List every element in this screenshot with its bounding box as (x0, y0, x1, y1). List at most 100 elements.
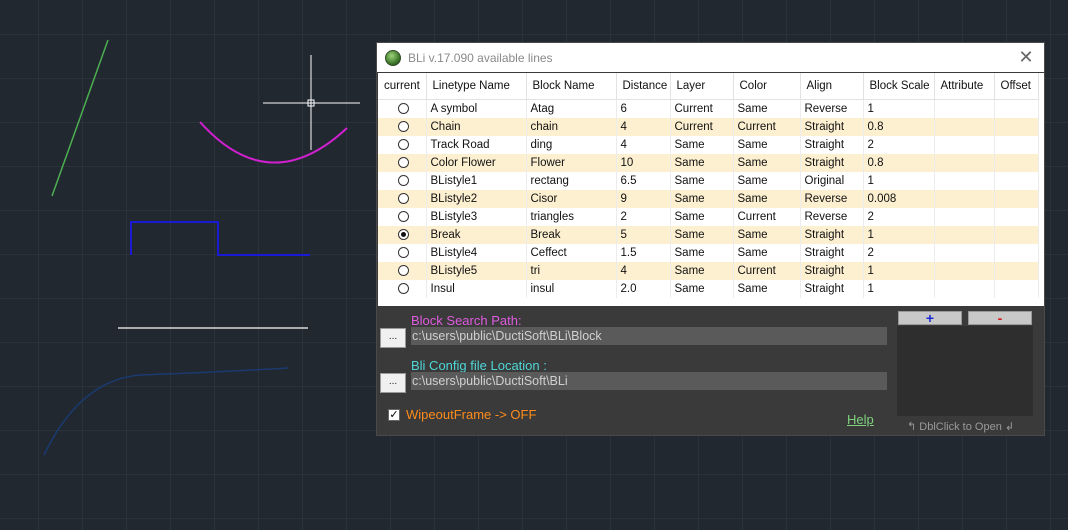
table-row[interactable]: BListyle3 triangles 2 Same Current Reverse 2 (378, 208, 1039, 226)
offset-cell[interactable] (994, 118, 1039, 136)
attribute-cell[interactable] (934, 190, 995, 208)
layer-cell[interactable]: Same (670, 280, 734, 298)
table-row[interactable]: A symbol Atag 6 Current Same Reverse 1 (378, 99, 1039, 118)
block-name-cell[interactable]: Cisor (526, 190, 617, 208)
offset-cell[interactable] (994, 280, 1039, 298)
block-path-browse-button[interactable]: ... (380, 328, 406, 348)
offset-cell[interactable] (994, 208, 1039, 226)
linetype-name-cell[interactable]: BListyle5 (426, 262, 527, 280)
distance-cell[interactable]: 1.5 (616, 244, 671, 262)
current-radio[interactable] (398, 229, 410, 241)
help-link[interactable]: Help (847, 412, 874, 427)
attribute-cell[interactable] (934, 136, 995, 154)
current-radio[interactable] (398, 193, 410, 205)
block-search-path-field[interactable]: c:\users\public\DuctiSoft\BLi\Block (411, 327, 887, 345)
block-preview-list[interactable] (897, 326, 1033, 416)
offset-cell[interactable] (994, 244, 1039, 262)
current-radio[interactable] (398, 103, 410, 115)
add-button[interactable]: + (898, 311, 962, 325)
distance-cell[interactable]: 6.5 (616, 172, 671, 190)
offset-cell[interactable] (994, 190, 1039, 208)
layer-cell[interactable]: Current (670, 118, 734, 136)
col-header-align[interactable]: Align (800, 73, 864, 100)
current-radio[interactable] (398, 175, 410, 187)
layer-cell[interactable]: Same (670, 136, 734, 154)
layer-cell[interactable]: Same (670, 154, 734, 172)
current-cell[interactable] (378, 136, 427, 154)
align-cell[interactable]: Straight (800, 262, 864, 280)
distance-cell[interactable]: 4 (616, 136, 671, 154)
layer-cell[interactable]: Same (670, 226, 734, 244)
layer-cell[interactable]: Same (670, 262, 734, 280)
distance-cell[interactable]: 10 (616, 154, 671, 172)
distance-cell[interactable]: 5 (616, 226, 671, 244)
table-row[interactable]: Chain chain 4 Current Current Straight 0.8 (378, 118, 1039, 136)
linetype-name-cell[interactable]: BListyle4 (426, 244, 527, 262)
offset-cell[interactable] (994, 136, 1039, 154)
align-cell[interactable]: Original (800, 172, 864, 190)
distance-cell[interactable]: 2 (616, 208, 671, 226)
block-scale-cell[interactable]: 1 (863, 99, 935, 118)
color-cell[interactable]: Same (733, 280, 801, 298)
linetype-name-cell[interactable]: Break (426, 226, 527, 244)
current-cell[interactable] (378, 190, 427, 208)
align-cell[interactable]: Straight (800, 226, 864, 244)
linetype-name-cell[interactable]: Chain (426, 118, 527, 136)
block-scale-cell[interactable]: 2 (863, 244, 935, 262)
color-cell[interactable]: Same (733, 154, 801, 172)
layer-cell[interactable]: Same (670, 208, 734, 226)
block-name-cell[interactable]: triangles (526, 208, 617, 226)
table-row[interactable]: Color Flower Flower 10 Same Same Straight 0.8 (378, 154, 1039, 172)
block-name-cell[interactable]: Break (526, 226, 617, 244)
align-cell[interactable]: Straight (800, 244, 864, 262)
offset-cell[interactable] (994, 262, 1039, 280)
linetype-name-cell[interactable]: Insul (426, 280, 527, 298)
attribute-cell[interactable] (934, 208, 995, 226)
col-header-distance[interactable]: Distance (616, 73, 671, 100)
block-scale-cell[interactable]: 0.8 (863, 154, 935, 172)
col-header-block-scale[interactable]: Block Scale (863, 73, 935, 100)
block-scale-cell[interactable]: 1 (863, 262, 935, 280)
block-name-cell[interactable]: Ceffect (526, 244, 617, 262)
color-cell[interactable]: Current (733, 262, 801, 280)
current-radio[interactable] (398, 121, 410, 133)
attribute-cell[interactable] (934, 280, 995, 298)
current-cell[interactable] (378, 262, 427, 280)
magenta-arc[interactable] (199, 121, 348, 164)
layer-cell[interactable]: Same (670, 244, 734, 262)
block-scale-cell[interactable]: 2 (863, 208, 935, 226)
align-cell[interactable]: Straight (800, 154, 864, 172)
current-radio[interactable] (398, 247, 410, 259)
color-cell[interactable]: Same (733, 190, 801, 208)
table-row[interactable]: BListyle5 tri 4 Same Current Straight 1 (378, 262, 1039, 280)
block-scale-cell[interactable]: 0.8 (863, 118, 935, 136)
attribute-cell[interactable] (934, 262, 995, 280)
offset-cell[interactable] (994, 154, 1039, 172)
wipeout-checkbox[interactable]: ✓ (388, 409, 400, 421)
color-cell[interactable]: Same (733, 226, 801, 244)
linetype-name-cell[interactable]: Color Flower (426, 154, 527, 172)
current-cell[interactable] (378, 226, 427, 244)
table-row[interactable]: BListyle1 rectang 6.5 Same Same Original 1 (378, 172, 1039, 190)
align-cell[interactable]: Straight (800, 136, 864, 154)
current-cell[interactable] (378, 154, 427, 172)
layer-cell[interactable]: Current (670, 99, 734, 118)
block-name-cell[interactable]: Flower (526, 154, 617, 172)
attribute-cell[interactable] (934, 172, 995, 190)
linetype-name-cell[interactable]: BListyle3 (426, 208, 527, 226)
title-bar[interactable]: BLi v.17.090 available lines ✕ (377, 43, 1044, 72)
block-scale-cell[interactable]: 0.008 (863, 190, 935, 208)
offset-cell[interactable] (994, 226, 1039, 244)
table-row[interactable]: BListyle2 Cisor 9 Same Same Reverse 0.008 (378, 190, 1039, 208)
color-cell[interactable]: Same (733, 99, 801, 118)
align-cell[interactable]: Reverse (800, 190, 864, 208)
attribute-cell[interactable] (934, 244, 995, 262)
color-cell[interactable]: Current (733, 118, 801, 136)
block-name-cell[interactable]: Atag (526, 99, 617, 118)
current-cell[interactable] (378, 118, 427, 136)
current-radio[interactable] (398, 211, 410, 223)
distance-cell[interactable]: 4 (616, 118, 671, 136)
col-header-block-name[interactable]: Block Name (526, 73, 617, 100)
layer-cell[interactable]: Same (670, 172, 734, 190)
table-row[interactable]: Track Road ding 4 Same Same Straight 2 (378, 136, 1039, 154)
